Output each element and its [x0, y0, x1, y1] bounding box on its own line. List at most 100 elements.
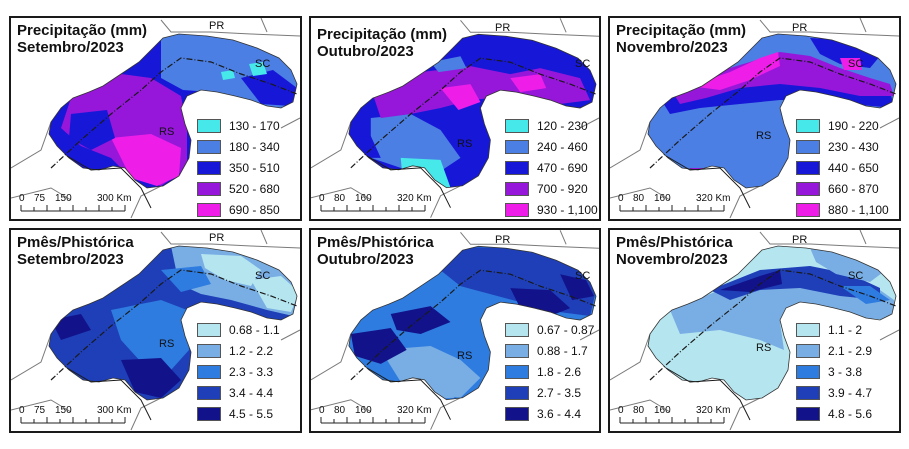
basin-map — [11, 18, 300, 219]
class-zone — [810, 38, 880, 68]
class-zone — [720, 270, 782, 292]
title-variable: Precipitação (mm) — [317, 26, 448, 43]
legend-swatch — [197, 365, 221, 379]
class-zone — [440, 84, 481, 111]
legend-swatch — [505, 203, 529, 217]
scale-label: 320 Km — [696, 405, 731, 416]
state-border — [610, 399, 671, 413]
title-variable: Pmês/Phistórica — [616, 234, 733, 251]
title-variable: Pmês/Phistórica — [317, 234, 434, 251]
title-month: Setembro/2023 — [17, 251, 124, 268]
river-line — [66, 155, 152, 209]
class-zone — [380, 345, 481, 398]
state-border — [460, 20, 599, 37]
legend-swatch — [197, 344, 221, 358]
scale-label: 160 — [654, 193, 671, 204]
scale-label: 0 — [19, 193, 25, 204]
panel-title: Pmês/Phistórica Outubro/2023 — [317, 234, 434, 268]
scale-label: 80 — [334, 193, 346, 204]
legend-label: 880 - 1,100 — [828, 203, 889, 217]
legend-label: 3.6 - 4.4 — [537, 407, 582, 421]
class-zone — [840, 58, 862, 70]
river-line — [66, 367, 152, 421]
legend-label: 1.1 - 2 — [828, 323, 863, 337]
legend-swatch — [796, 161, 820, 175]
scale-label: 160 — [355, 193, 372, 204]
class-zone — [111, 300, 189, 370]
legend-swatch — [796, 407, 820, 421]
legend-label: 190 - 220 — [828, 119, 879, 133]
state-border — [280, 329, 300, 341]
divide-line — [350, 269, 597, 381]
state-border — [160, 19, 300, 37]
class-zone — [460, 339, 487, 362]
river-line — [665, 367, 751, 421]
basin-map — [311, 230, 599, 430]
scale-label: 320 Km — [397, 405, 432, 416]
river-line — [366, 367, 451, 420]
basin-map — [311, 18, 599, 218]
state-border — [260, 230, 268, 245]
map-panel-ratio-set: Pmês/Phistórica Setembro/2023 PR SC RS 0.68 -… — [9, 228, 302, 433]
basin-map — [610, 230, 899, 431]
state-border — [130, 185, 162, 219]
state-border — [579, 329, 599, 341]
state-label-sc: SC — [575, 270, 591, 282]
legend-label: 520 - 680 — [229, 182, 280, 196]
scale-label: 80 — [633, 405, 645, 416]
scale-label: 300 Km — [97, 405, 132, 416]
state-border — [11, 399, 72, 413]
state-border — [859, 230, 867, 245]
legend-label: 2.3 - 3.3 — [229, 365, 274, 379]
state-border — [11, 187, 72, 201]
state-border — [311, 333, 352, 381]
legend-label: 3.9 - 4.7 — [828, 386, 873, 400]
state-label-rs: RS — [159, 338, 175, 350]
scale-label: 80 — [633, 193, 645, 204]
legend-swatch — [796, 344, 820, 358]
legend-swatch — [197, 182, 221, 196]
class-zone — [350, 328, 407, 364]
legend-label: 930 - 1,100 — [537, 203, 598, 217]
legend-label: 180 - 340 — [229, 140, 280, 154]
legend-label: 690 - 850 — [229, 203, 280, 217]
legend-swatch — [796, 323, 820, 337]
panel-title: Pmês/Phistórica Setembro/2023 — [17, 234, 134, 268]
scale-label: 0 — [618, 405, 624, 416]
map-panel-prec-nov: Precipitação (mm) Novembro/2023 PR SC RS 190 … — [608, 16, 901, 221]
scale-label: 75 — [34, 193, 46, 204]
legend-swatch — [796, 203, 820, 217]
scale-label: 0 — [319, 193, 325, 204]
state-border — [311, 399, 372, 413]
class-zone — [121, 358, 181, 398]
map-panel-ratio-out: Pmês/Phistórica Outubro/2023 PR SC RS 0.67 - … — [309, 228, 601, 433]
divide-line — [50, 269, 298, 381]
scale-bar: 0 80 160 320 Km — [616, 193, 746, 215]
basin-outline — [348, 33, 597, 189]
class-zone — [251, 276, 297, 312]
state-label-pr: PR — [209, 20, 225, 32]
title-month: Outubro/2023 — [317, 251, 414, 268]
legend-swatch — [197, 407, 221, 421]
state-border — [130, 397, 162, 431]
legend-swatch — [796, 140, 820, 154]
legend-swatch — [197, 203, 221, 217]
legend-label: 3 - 3.8 — [828, 365, 863, 379]
scale-label: 320 Km — [397, 193, 432, 204]
basin-map — [11, 230, 300, 431]
state-border — [311, 121, 352, 169]
legend-swatch — [796, 182, 820, 196]
legend-swatch — [505, 323, 529, 337]
legend-swatch — [505, 365, 529, 379]
class-zone — [51, 328, 121, 380]
scale-bar: 0 80 160 320 Km — [317, 405, 447, 427]
state-label-pr: PR — [495, 234, 511, 246]
scale-bar: 0 80 160 320 Km — [616, 405, 746, 427]
state-label-sc: SC — [255, 270, 271, 282]
title-month: Outubro/2023 — [317, 43, 414, 60]
class-zone — [670, 52, 894, 104]
state-border — [559, 18, 567, 33]
state-border — [11, 333, 52, 381]
title-variable: Precipitação (mm) — [616, 22, 747, 39]
scale-label: 150 — [55, 405, 72, 416]
